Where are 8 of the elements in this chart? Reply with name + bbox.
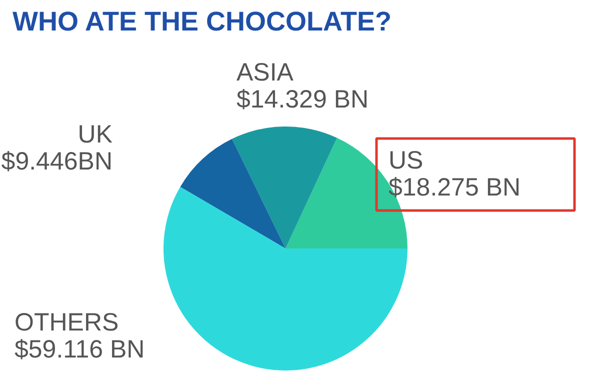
data-label: $59.116 BN [14,336,145,364]
data-label: $14.329 BN [236,86,369,114]
slice-label: ASIA [236,58,294,86]
slice-label: US [388,146,424,174]
data-label: $9.446BN [1,148,113,176]
slice-label: OTHERS [14,308,119,336]
chart-title: WHO ATE THE CHOCOLATE? [12,6,392,36]
slice-label: UK [78,120,113,148]
